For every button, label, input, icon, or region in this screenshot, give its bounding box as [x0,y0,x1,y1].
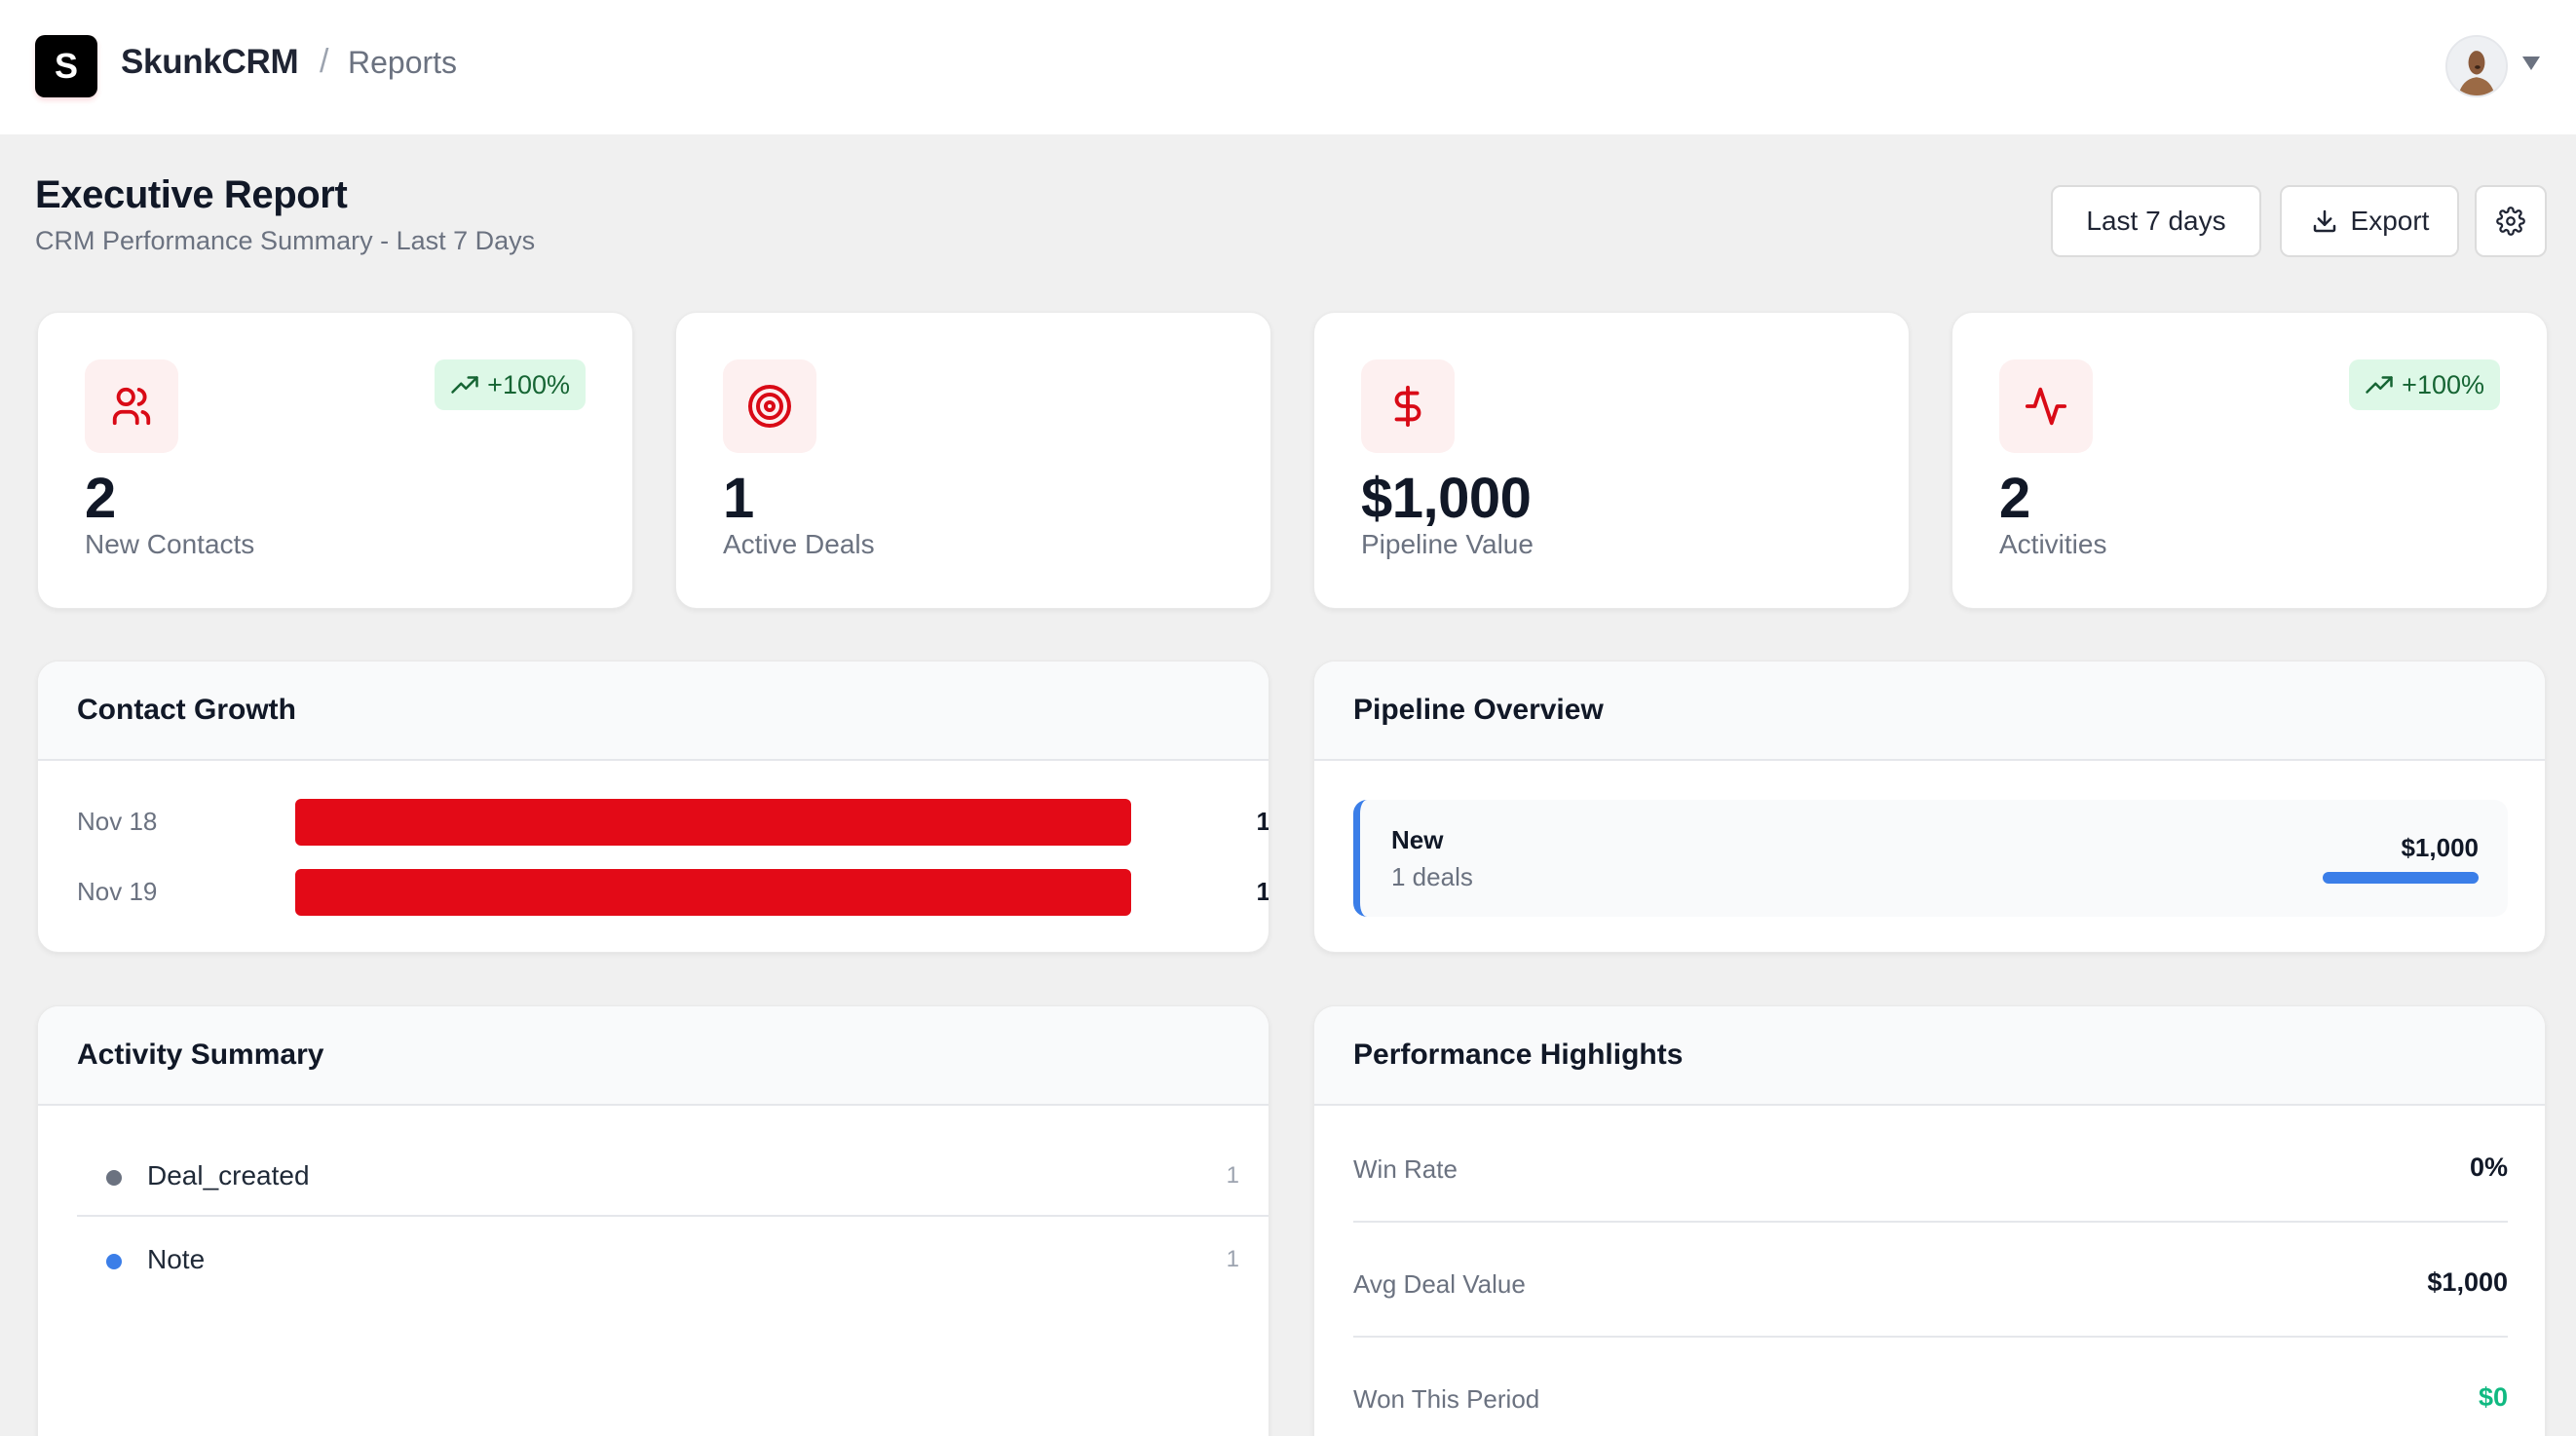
activity-item: Note 1 [77,1217,1269,1301]
metric-label: Won This Period [1353,1384,1540,1414]
app-logo[interactable]: S [35,35,97,97]
performance-highlights-panel: Performance Highlights Win Rate 0% Avg D… [1313,1005,2546,1436]
growth-date: Nov 19 [77,877,158,906]
growth-count: 1 [1256,877,1269,906]
activity-count: 1 [1226,1246,1239,1272]
metric-value: 0% [2469,1153,2508,1182]
stat-card-active-deals: 1 Active Deals [675,312,1271,609]
stat-label: Pipeline Value [1361,529,1534,559]
trend-badge: +100% [435,359,586,410]
stat-icon-box [1999,359,2093,453]
user-avatar[interactable] [2445,35,2508,97]
stat-label: Activities [1999,529,2107,559]
stat-icon-box [85,359,178,453]
status-dot-icon [106,1170,122,1186]
avatar-photo-icon [2447,37,2506,95]
stat-card-new-contacts: +100% 2 New Contacts [37,312,633,609]
stat-card-activities: +100% 2 Activities [1951,312,2548,609]
growth-bar [295,869,1131,916]
metric-row-avg-deal-value: Avg Deal Value $1,000 [1353,1223,2508,1338]
growth-row: Nov 19 1 [77,869,1269,916]
trend-badge: +100% [2349,359,2500,410]
export-button[interactable]: Export [2280,185,2459,257]
metric-value: $0 [2478,1382,2508,1412]
pipeline-stage-new[interactable]: New 1 deals $1,000 [1353,800,2508,917]
activity-icon [2025,387,2067,426]
panel-title: Performance Highlights [1314,1006,2545,1106]
stat-value: 2 [1999,467,2030,530]
stat-label: New Contacts [85,529,255,559]
settings-button[interactable] [2475,185,2547,257]
user-menu-caret-icon[interactable] [2522,57,2540,70]
activity-count: 1 [1226,1162,1239,1189]
brand-name[interactable]: SkunkCRM [121,43,299,81]
trending-up-icon [2366,376,2393,394]
pipeline-overview-panel: Pipeline Overview New 1 deals $1,000 [1313,661,2546,953]
growth-bar [295,799,1131,846]
page-title: Executive Report [35,173,348,216]
users-icon [112,387,151,426]
date-range-select[interactable]: Last 7 days [2051,185,2261,257]
trend-value: +100% [487,369,570,399]
activity-label: Note [147,1244,206,1274]
growth-row: Nov 18 1 [77,799,1269,846]
panel-title: Activity Summary [38,1006,1269,1106]
download-icon [2313,209,2335,233]
growth-count: 1 [1256,807,1269,836]
activity-label: Deal_created [147,1160,310,1190]
stat-value: 2 [85,467,116,530]
dollar-icon [1394,385,1421,428]
breadcrumb-reports: Reports [348,45,458,80]
stage-progress-bar [2323,872,2479,884]
metric-row-win-rate: Win Rate 0% [1353,1108,2508,1223]
activity-summary-panel: Activity Summary Deal_created 1 Note 1 [37,1005,1269,1436]
gear-icon [2496,207,2525,236]
trend-value: +100% [2402,369,2484,399]
stat-label: Active Deals [723,529,875,559]
date-range-label: Last 7 days [2086,206,2226,236]
stat-value: $1,000 [1361,467,1532,530]
growth-date: Nov 18 [77,807,158,836]
activity-item: Deal_created 1 [77,1133,1269,1217]
export-label: Export [2350,206,2430,236]
stat-icon-box [723,359,816,453]
metric-value: $1,000 [2427,1267,2508,1297]
contact-growth-panel: Contact Growth Nov 18 1 Nov 19 1 [37,661,1269,953]
stage-name: New [1391,825,1444,854]
metric-label: Win Rate [1353,1154,1458,1184]
stat-icon-box [1361,359,1455,453]
stage-deal-count: 1 deals [1391,862,1473,891]
target-icon [748,385,791,428]
panel-title: Contact Growth [38,661,1269,761]
trending-up-icon [451,376,478,394]
metric-row-won-this-period: Won This Period $0 [1353,1338,2508,1436]
panel-title: Pipeline Overview [1314,661,2545,761]
status-dot-icon [106,1254,122,1269]
stat-card-pipeline-value: $1,000 Pipeline Value [1313,312,1910,609]
stage-value: $1,000 [2401,833,2479,862]
page-subtitle: CRM Performance Summary - Last 7 Days [35,226,536,255]
metric-label: Avg Deal Value [1353,1269,1526,1299]
stat-value: 1 [723,467,754,530]
breadcrumb-separator: / [320,43,329,80]
top-bar: S SkunkCRM / Reports [0,0,2576,134]
